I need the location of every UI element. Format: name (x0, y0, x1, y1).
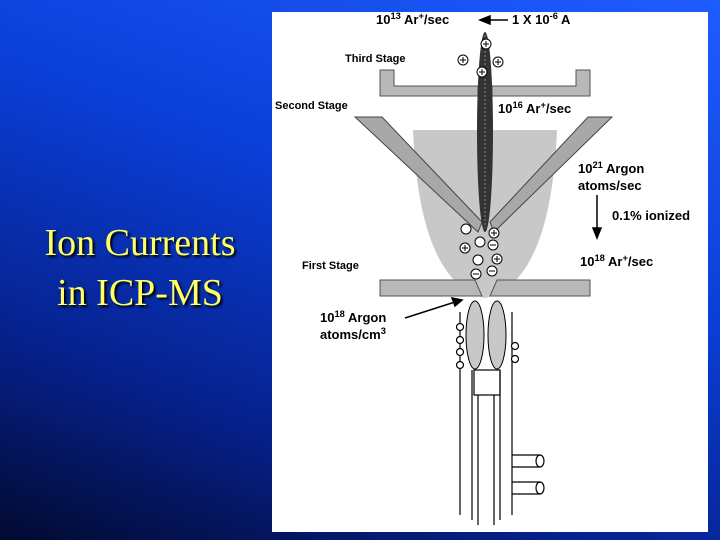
label-text: /sec (424, 12, 449, 27)
superscript: 18 (334, 309, 344, 319)
plasma-lobe (465, 300, 485, 370)
label-text: Ar (523, 101, 541, 116)
label: First Stage (302, 260, 359, 272)
arrows (404, 14, 603, 319)
title-line: in ICP-MS (57, 272, 223, 314)
label-text: Argon (603, 161, 644, 176)
superscript: 21 (592, 160, 602, 170)
label-text: First Stage (302, 260, 359, 272)
label-text: /sec (628, 254, 653, 269)
superscript: + (622, 253, 628, 263)
label-text: 0.1% ionized (612, 208, 690, 223)
label: 1021 Argon atoms/sec (578, 160, 644, 193)
label-text: Ar (605, 254, 623, 269)
label: 0.1% ionized (612, 208, 690, 223)
label: 1016 Ar+/sec (498, 100, 571, 116)
superscript: + (540, 100, 546, 110)
label: 1018 Ar+/sec (580, 253, 653, 269)
label-text: /sec (546, 101, 571, 116)
label: Second Stage (275, 100, 348, 112)
label: Third Stage (345, 53, 406, 65)
label-text: 10 (320, 310, 334, 325)
superscript: + (418, 11, 424, 21)
label-text: Ar (401, 12, 419, 27)
label-text: 10 (498, 101, 512, 116)
label: 1013 Ar+/sec (376, 11, 449, 27)
label-text: Second Stage (275, 100, 348, 112)
superscript: 18 (594, 253, 604, 263)
coil-circles (455, 322, 520, 370)
label-text: Argon (345, 310, 386, 325)
slide-title: Ion Currents in ICP-MS (10, 218, 270, 318)
first-stage (379, 279, 591, 297)
label-text: atoms/cm (320, 327, 381, 342)
label-text: A (558, 12, 571, 27)
label-text: atoms/sec (578, 178, 642, 193)
superscript: -6 (550, 11, 558, 21)
label-text: 10 (580, 254, 594, 269)
label: 1 X 10-6 A (512, 11, 571, 27)
title-line: Ion Currents (44, 222, 236, 264)
plasma-lobe (487, 300, 507, 370)
superscript: 13 (390, 11, 400, 21)
label-text: 10 (578, 161, 592, 176)
superscript: 16 (512, 100, 522, 110)
label-text: Third Stage (345, 53, 406, 65)
label-text: 10 (376, 12, 390, 27)
label: 1018 Argon atoms/cm3 (320, 309, 386, 342)
ion-symbols (457, 38, 504, 280)
second-stage-right (489, 116, 614, 233)
superscript: 3 (381, 326, 386, 336)
label-text: 1 X 10 (512, 12, 550, 27)
